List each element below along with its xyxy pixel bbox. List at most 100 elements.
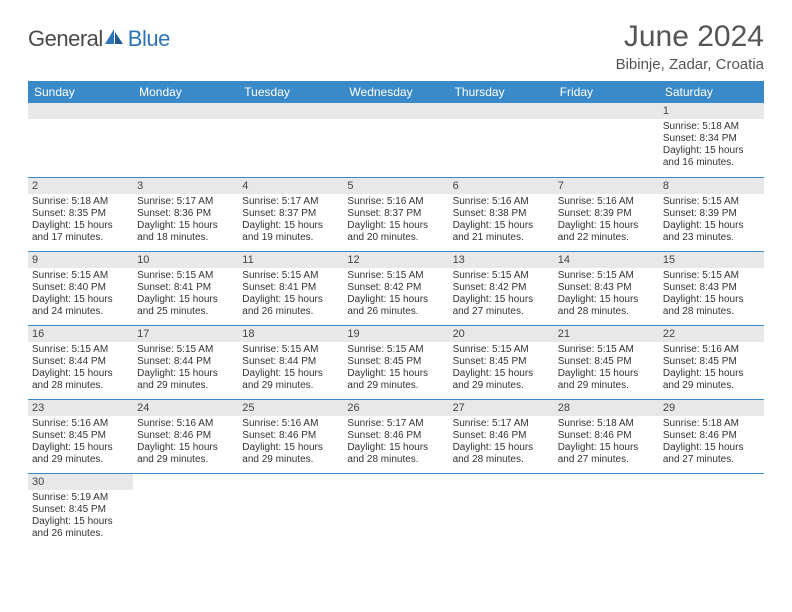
day-number: 18 xyxy=(238,326,343,342)
weekday-header: Wednesday xyxy=(343,81,448,103)
sunset-line: Sunset: 8:38 PM xyxy=(453,208,550,220)
sunset-line: Sunset: 8:41 PM xyxy=(137,282,234,294)
day-number: 20 xyxy=(449,326,554,342)
sunset-line: Sunset: 8:39 PM xyxy=(558,208,655,220)
day-body: Sunrise: 5:15 AMSunset: 8:43 PMDaylight:… xyxy=(554,268,659,322)
daylight-line: Daylight: 15 hours and 28 minutes. xyxy=(558,294,655,318)
sunrise-line: Sunrise: 5:15 AM xyxy=(242,270,339,282)
sunset-line: Sunset: 8:40 PM xyxy=(32,282,129,294)
calendar-day-cell: 11Sunrise: 5:15 AMSunset: 8:41 PMDayligh… xyxy=(238,251,343,325)
calendar-day-cell: 6Sunrise: 5:16 AMSunset: 8:38 PMDaylight… xyxy=(449,177,554,251)
day-number: 10 xyxy=(133,252,238,268)
calendar-day-cell xyxy=(343,103,448,177)
sunrise-line: Sunrise: 5:16 AM xyxy=(32,418,129,430)
day-body: Sunrise: 5:15 AMSunset: 8:39 PMDaylight:… xyxy=(659,194,764,248)
sunset-line: Sunset: 8:45 PM xyxy=(32,504,129,516)
sunset-line: Sunset: 8:43 PM xyxy=(663,282,760,294)
daylight-line: Daylight: 15 hours and 29 minutes. xyxy=(663,368,760,392)
daylight-line: Daylight: 15 hours and 28 minutes. xyxy=(453,442,550,466)
calendar-body: 1Sunrise: 5:18 AMSunset: 8:34 PMDaylight… xyxy=(28,103,764,547)
sunset-line: Sunset: 8:44 PM xyxy=(32,356,129,368)
day-number: 2 xyxy=(28,178,133,194)
day-number: 3 xyxy=(133,178,238,194)
calendar-day-cell: 29Sunrise: 5:18 AMSunset: 8:46 PMDayligh… xyxy=(659,399,764,473)
day-body: Sunrise: 5:17 AMSunset: 8:37 PMDaylight:… xyxy=(238,194,343,248)
sunrise-line: Sunrise: 5:17 AM xyxy=(137,196,234,208)
calendar-day-cell xyxy=(28,103,133,177)
weekday-header: Sunday xyxy=(28,81,133,103)
calendar-day-cell xyxy=(238,473,343,547)
sunset-line: Sunset: 8:34 PM xyxy=(663,133,760,145)
page-title: June 2024 xyxy=(616,20,764,54)
daylight-line: Daylight: 15 hours and 28 minutes. xyxy=(32,368,129,392)
calendar-day-cell: 4Sunrise: 5:17 AMSunset: 8:37 PMDaylight… xyxy=(238,177,343,251)
daylight-line: Daylight: 15 hours and 22 minutes. xyxy=(558,220,655,244)
calendar-day-cell xyxy=(554,103,659,177)
day-number: 22 xyxy=(659,326,764,342)
daylight-line: Daylight: 15 hours and 27 minutes. xyxy=(453,294,550,318)
sunrise-line: Sunrise: 5:19 AM xyxy=(32,492,129,504)
calendar-day-cell: 15Sunrise: 5:15 AMSunset: 8:43 PMDayligh… xyxy=(659,251,764,325)
day-body: Sunrise: 5:15 AMSunset: 8:41 PMDaylight:… xyxy=(133,268,238,322)
calendar-day-cell xyxy=(133,473,238,547)
day-body: Sunrise: 5:18 AMSunset: 8:35 PMDaylight:… xyxy=(28,194,133,248)
sunset-line: Sunset: 8:44 PM xyxy=(137,356,234,368)
daylight-line: Daylight: 15 hours and 24 minutes. xyxy=(32,294,129,318)
daylight-line: Daylight: 15 hours and 27 minutes. xyxy=(663,442,760,466)
calendar-day-cell xyxy=(238,103,343,177)
day-body: Sunrise: 5:16 AMSunset: 8:37 PMDaylight:… xyxy=(343,194,448,248)
sunset-line: Sunset: 8:37 PM xyxy=(242,208,339,220)
day-number: 14 xyxy=(554,252,659,268)
calendar-day-cell: 27Sunrise: 5:17 AMSunset: 8:46 PMDayligh… xyxy=(449,399,554,473)
sunrise-line: Sunrise: 5:17 AM xyxy=(242,196,339,208)
sunrise-line: Sunrise: 5:16 AM xyxy=(347,196,444,208)
daylight-line: Daylight: 15 hours and 29 minutes. xyxy=(347,368,444,392)
calendar-day-cell: 12Sunrise: 5:15 AMSunset: 8:42 PMDayligh… xyxy=(343,251,448,325)
day-body: Sunrise: 5:16 AMSunset: 8:38 PMDaylight:… xyxy=(449,194,554,248)
calendar-day-cell: 16Sunrise: 5:15 AMSunset: 8:44 PMDayligh… xyxy=(28,325,133,399)
sunset-line: Sunset: 8:43 PM xyxy=(558,282,655,294)
sunrise-line: Sunrise: 5:16 AM xyxy=(453,196,550,208)
sunset-line: Sunset: 8:44 PM xyxy=(242,356,339,368)
sunset-line: Sunset: 8:45 PM xyxy=(663,356,760,368)
daylight-line: Daylight: 15 hours and 26 minutes. xyxy=(242,294,339,318)
calendar-table: Sunday Monday Tuesday Wednesday Thursday… xyxy=(28,81,764,547)
sunset-line: Sunset: 8:46 PM xyxy=(137,430,234,442)
day-body: Sunrise: 5:15 AMSunset: 8:42 PMDaylight:… xyxy=(449,268,554,322)
sunset-line: Sunset: 8:42 PM xyxy=(453,282,550,294)
day-body: Sunrise: 5:15 AMSunset: 8:44 PMDaylight:… xyxy=(238,342,343,396)
calendar-day-cell xyxy=(554,473,659,547)
sail-icon xyxy=(103,28,125,51)
weekday-header: Thursday xyxy=(449,81,554,103)
calendar-day-cell: 2Sunrise: 5:18 AMSunset: 8:35 PMDaylight… xyxy=(28,177,133,251)
calendar-day-cell: 7Sunrise: 5:16 AMSunset: 8:39 PMDaylight… xyxy=(554,177,659,251)
day-body: Sunrise: 5:18 AMSunset: 8:46 PMDaylight:… xyxy=(659,416,764,470)
sunset-line: Sunset: 8:39 PM xyxy=(663,208,760,220)
day-number: 21 xyxy=(554,326,659,342)
day-body: Sunrise: 5:18 AMSunset: 8:34 PMDaylight:… xyxy=(659,119,764,173)
weekday-header: Monday xyxy=(133,81,238,103)
sunrise-line: Sunrise: 5:17 AM xyxy=(453,418,550,430)
sunrise-line: Sunrise: 5:16 AM xyxy=(137,418,234,430)
day-body: Sunrise: 5:18 AMSunset: 8:46 PMDaylight:… xyxy=(554,416,659,470)
sunrise-line: Sunrise: 5:15 AM xyxy=(137,270,234,282)
calendar-day-cell: 25Sunrise: 5:16 AMSunset: 8:46 PMDayligh… xyxy=(238,399,343,473)
daylight-line: Daylight: 15 hours and 16 minutes. xyxy=(663,145,760,169)
calendar-day-cell: 3Sunrise: 5:17 AMSunset: 8:36 PMDaylight… xyxy=(133,177,238,251)
sunrise-line: Sunrise: 5:18 AM xyxy=(558,418,655,430)
day-number: 29 xyxy=(659,400,764,416)
sunrise-line: Sunrise: 5:16 AM xyxy=(558,196,655,208)
daylight-line: Daylight: 15 hours and 28 minutes. xyxy=(347,442,444,466)
day-body: Sunrise: 5:15 AMSunset: 8:45 PMDaylight:… xyxy=(554,342,659,396)
sunrise-line: Sunrise: 5:15 AM xyxy=(663,270,760,282)
calendar-day-cell: 18Sunrise: 5:15 AMSunset: 8:44 PMDayligh… xyxy=(238,325,343,399)
sunrise-line: Sunrise: 5:15 AM xyxy=(558,270,655,282)
day-number: 1 xyxy=(659,103,764,119)
daylight-line: Daylight: 15 hours and 23 minutes. xyxy=(663,220,760,244)
title-block: June 2024 Bibinje, Zadar, Croatia xyxy=(616,20,764,73)
calendar-page: General Blue June 2024 Bibinje, Zadar, C… xyxy=(0,0,792,567)
day-body: Sunrise: 5:15 AMSunset: 8:44 PMDaylight:… xyxy=(133,342,238,396)
sunrise-line: Sunrise: 5:15 AM xyxy=(453,344,550,356)
day-number: 9 xyxy=(28,252,133,268)
daylight-line: Daylight: 15 hours and 29 minutes. xyxy=(137,442,234,466)
